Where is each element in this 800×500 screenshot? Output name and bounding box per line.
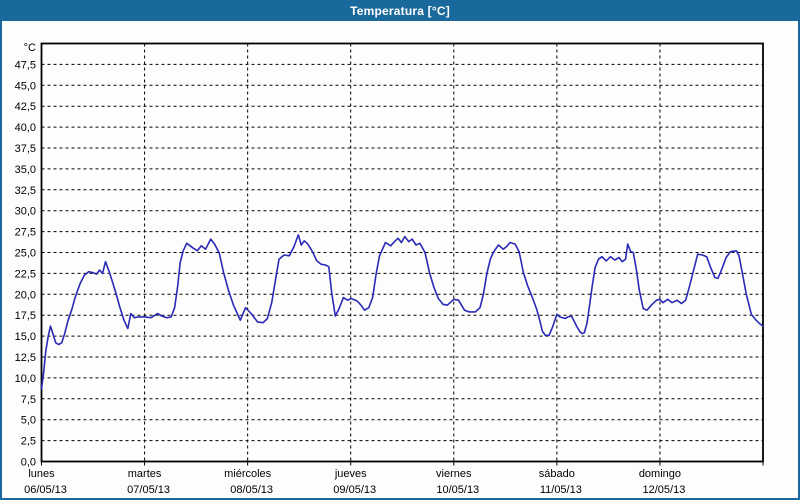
x-date-label: 07/05/13 bbox=[127, 484, 170, 496]
x-date-label: 12/05/13 bbox=[643, 484, 686, 496]
y-tick-label: 42,5 bbox=[15, 101, 36, 113]
y-tick-label: 37,5 bbox=[15, 143, 36, 155]
y-tick-label: 2,5 bbox=[21, 436, 36, 448]
y-tick-label: 5,0 bbox=[21, 415, 36, 427]
x-day-label: sábado bbox=[539, 468, 575, 480]
x-day-label: viernes bbox=[436, 468, 472, 480]
window-titlebar: Temperatura [°C] bbox=[2, 2, 798, 21]
y-tick-label: 10,0 bbox=[15, 373, 36, 385]
y-tick-label: 35,0 bbox=[15, 164, 36, 176]
y-tick-label: 20,0 bbox=[15, 289, 36, 301]
y-axis-unit-label: °C bbox=[24, 42, 36, 54]
x-day-label: domingo bbox=[639, 468, 681, 480]
y-tick-label: 17,5 bbox=[15, 310, 36, 322]
y-tick-label: 32,5 bbox=[15, 185, 36, 197]
y-tick-label: 22,5 bbox=[15, 268, 36, 280]
x-day-label: miércoles bbox=[224, 468, 272, 480]
window-title: Temperatura [°C] bbox=[350, 4, 450, 18]
y-tick-label: 45,0 bbox=[15, 80, 36, 92]
x-day-label: martes bbox=[128, 468, 162, 480]
x-day-label: lunes bbox=[28, 468, 55, 480]
x-date-label: 11/05/13 bbox=[540, 484, 582, 496]
y-tick-label: 27,5 bbox=[15, 227, 36, 239]
x-date-label: 09/05/13 bbox=[333, 484, 376, 496]
x-date-label: 08/05/13 bbox=[230, 484, 273, 496]
x-day-label: jueves bbox=[334, 468, 367, 480]
x-date-label: 06/05/13 bbox=[24, 484, 67, 496]
y-tick-label: 40,0 bbox=[15, 122, 36, 134]
y-tick-label: 7,5 bbox=[21, 394, 36, 406]
y-tick-label: 15,0 bbox=[15, 331, 36, 343]
plot-border bbox=[40, 42, 764, 463]
y-tick-label: 12,5 bbox=[15, 352, 36, 364]
y-tick-label: 47,5 bbox=[15, 59, 36, 71]
y-tick-label: 0,0 bbox=[21, 457, 36, 469]
x-date-label: 10/05/13 bbox=[436, 484, 479, 496]
temperature-line bbox=[40, 234, 764, 390]
y-tick-label: 25,0 bbox=[15, 248, 36, 260]
y-tick-label: 30,0 bbox=[15, 206, 36, 218]
